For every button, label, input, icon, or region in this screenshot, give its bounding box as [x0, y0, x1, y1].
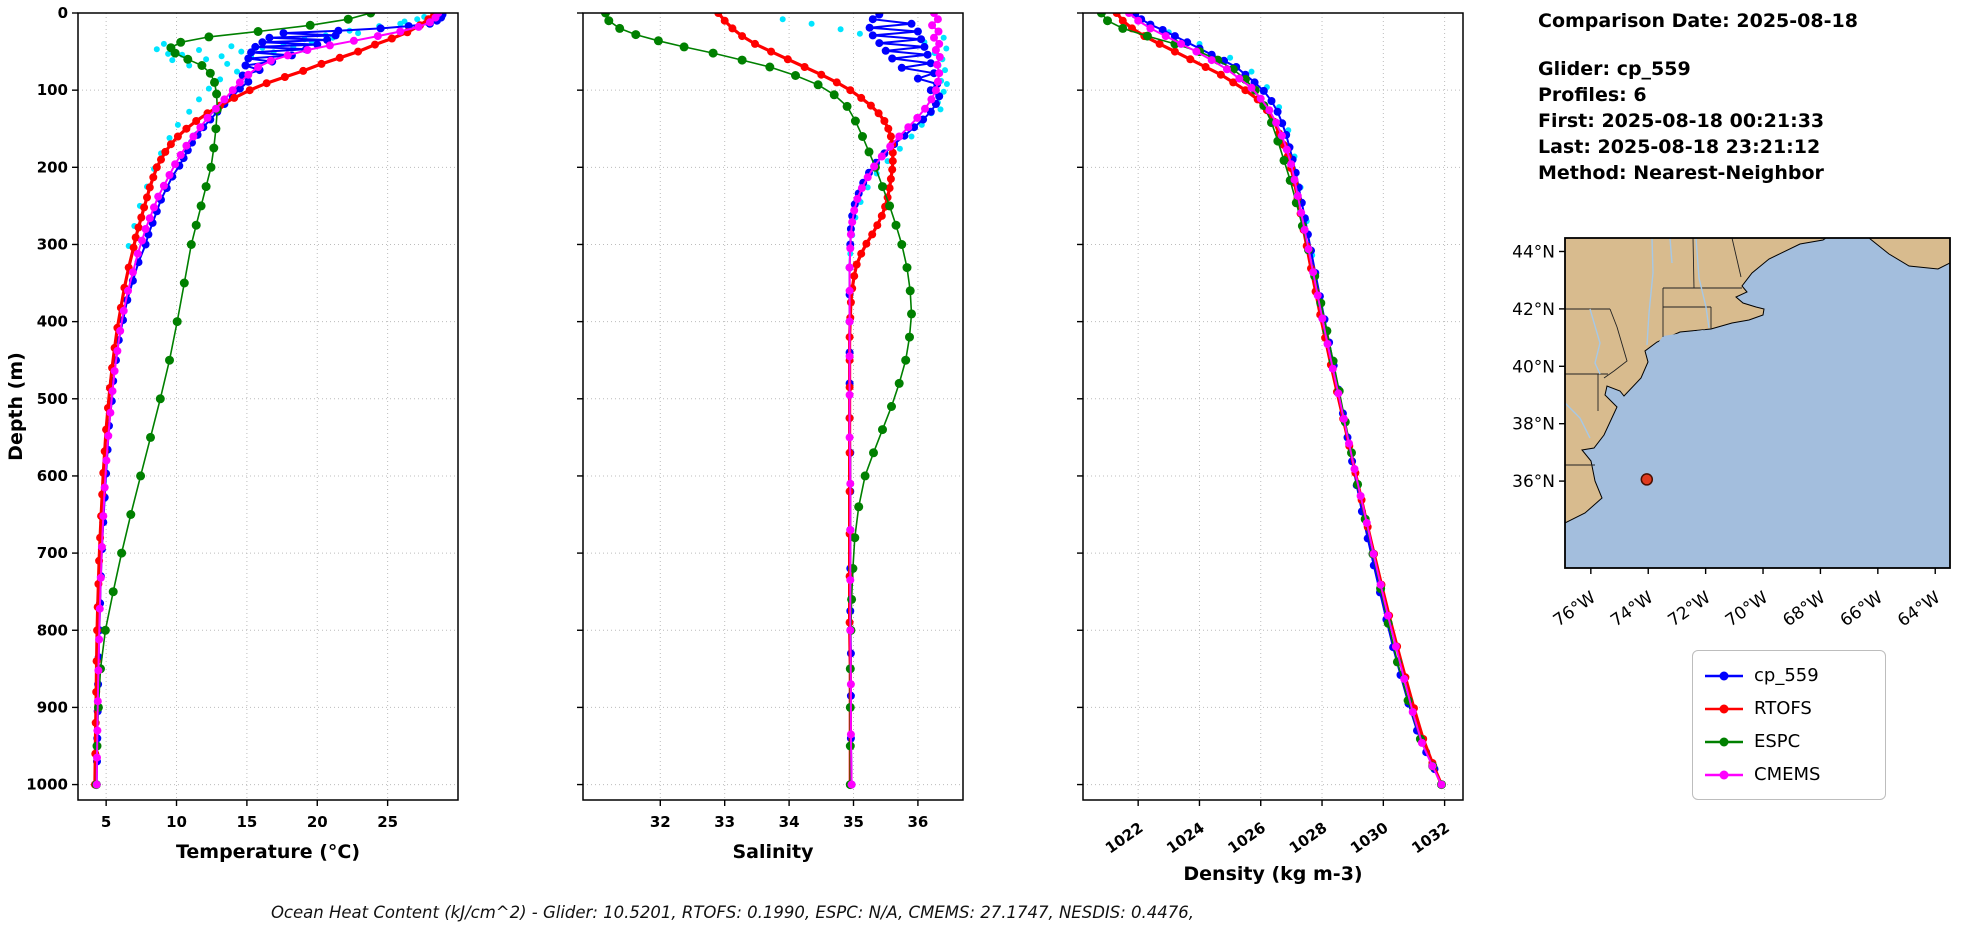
svg-text:10: 10 [166, 813, 187, 831]
map-lon-label: 72°W [1665, 588, 1715, 631]
map-lon-label: 76°W [1550, 588, 1600, 631]
temperature-profile: 5 10 15 20 25 0 100 200 300 400 500 600 700 800 900 100… [5, 4, 459, 863]
map-lat-label: 38°N [1512, 415, 1555, 435]
svg-text:1024: 1024 [1163, 819, 1208, 858]
map-land-mainland [1564, 237, 1828, 524]
first-profile-time: First: 2025-08-18 00:21:33 [1538, 110, 1825, 132]
legend-label: ESPC [1754, 731, 1801, 752]
profiles-count: Profiles: 6 [1538, 84, 1647, 106]
svg-text:1000: 1000 [26, 776, 68, 794]
svg-text:500: 500 [37, 390, 68, 408]
svg-text:33: 33 [714, 813, 735, 831]
svg-text:35: 35 [843, 813, 864, 831]
map-frame [1564, 237, 1951, 569]
legend-label: RTOFS [1754, 698, 1812, 719]
svg-text:700: 700 [37, 544, 68, 562]
svg-text:1022: 1022 [1102, 819, 1147, 858]
profile-charts: 5 10 15 20 25 0 100 200 300 400 500 600 700 800 900 100… [5, 4, 1464, 885]
series-ESPC [601, 13, 916, 790]
series-cp_559 [1131, 13, 1446, 789]
map-lon-label: 68°W [1779, 588, 1829, 631]
map-rivers [1564, 237, 1710, 439]
interp-method: Method: Nearest-Neighbor [1538, 162, 1824, 184]
last-profile-time: Last: 2025-08-18 23:21:12 [1538, 136, 1821, 158]
map-long-island-sound [1658, 329, 1706, 343]
series-CMEMS [1125, 13, 1446, 789]
ylabel: Depth (m) [5, 352, 27, 461]
svg-text:25: 25 [377, 813, 398, 831]
svg-text:15: 15 [236, 813, 257, 831]
salinity-profile: 32 33 34 35 36 Salinity [577, 12, 964, 863]
svg-text:34: 34 [779, 813, 800, 831]
map-state-borders [1565, 237, 1742, 466]
legend-line-sample [1705, 737, 1743, 746]
glider-location-marker [1640, 473, 1654, 486]
svg-text:400: 400 [37, 313, 68, 331]
svg-text:1032: 1032 [1408, 819, 1453, 858]
map-lat-label: 36°N [1512, 472, 1555, 492]
legend-label: CMEMS [1754, 764, 1821, 785]
map-lon-label: 70°W [1722, 588, 1772, 631]
legend-line-sample [1705, 770, 1743, 779]
legend-item-CMEMS: CMEMS [1703, 758, 1875, 791]
legend-label: cp_559 [1754, 665, 1819, 686]
map-lon-label: 66°W [1837, 588, 1887, 631]
legend-line-sample [1705, 671, 1743, 680]
svg-text:36: 36 [907, 813, 928, 831]
glider-name: Glider: cp_559 [1538, 58, 1691, 80]
svg-text:800: 800 [37, 621, 68, 639]
series-CMEMS [92, 13, 443, 789]
map-lat-label: 40°N [1512, 357, 1555, 377]
xlabel: Salinity [732, 841, 814, 863]
legend-item-ESPC: ESPC [1703, 725, 1875, 758]
svg-text:300: 300 [37, 235, 68, 253]
series-RTOFS [714, 13, 897, 789]
legend-item-RTOFS: RTOFS [1703, 692, 1875, 725]
chart-legend: cp_559 RTOFS ESPC CMEMS [1692, 650, 1886, 800]
map-svg: 44°N 42°N 40°N 38°N 36°N 76°W 74°W 72°W 70°W 68°W… [1512, 237, 1951, 631]
svg-text:1028: 1028 [1286, 819, 1331, 858]
svg-text:5: 5 [101, 813, 111, 831]
density-profile: 1022 1024 1026 1028 1030 1032 Density (kg m-3) [1077, 12, 1464, 885]
comparison-date: Comparison Date: 2025-08-18 [1538, 10, 1858, 32]
info-panel: Comparison Date: 2025-08-18 Glider: cp_5… [1538, 8, 1858, 186]
xlabel: Temperature (°C) [176, 841, 360, 863]
legend-line-sample [1705, 704, 1743, 713]
svg-text:100: 100 [37, 81, 68, 99]
svg-text:1026: 1026 [1225, 819, 1270, 858]
series-cp_559 [92, 13, 447, 789]
legend-item-cp_559: cp_559 [1703, 659, 1875, 692]
svg-text:200: 200 [37, 158, 68, 176]
series-CMEMS [845, 13, 944, 789]
svg-text:32: 32 [650, 813, 671, 831]
map-lat-label: 44°N [1512, 242, 1555, 262]
svg-text:20: 20 [307, 813, 328, 831]
info-gap [1538, 34, 1858, 56]
ohc-caption: Ocean Heat Content (kJ/cm^2) - Glider: 1… [270, 903, 1195, 922]
location-map: 44°N 42°N 40°N 38°N 36°N 76°W 74°W 72°W 70°W 68°W… [1500, 233, 1981, 652]
svg-text:1030: 1030 [1347, 819, 1392, 858]
svg-text:900: 900 [37, 698, 68, 716]
svg-text:0: 0 [58, 4, 68, 22]
map-lon-label: 64°W [1894, 588, 1944, 631]
map-lon-label: 74°W [1607, 588, 1657, 631]
svg-text:600: 600 [37, 467, 68, 485]
map-lat-label: 42°N [1512, 300, 1555, 320]
xlabel: Density (kg m-3) [1183, 863, 1362, 885]
